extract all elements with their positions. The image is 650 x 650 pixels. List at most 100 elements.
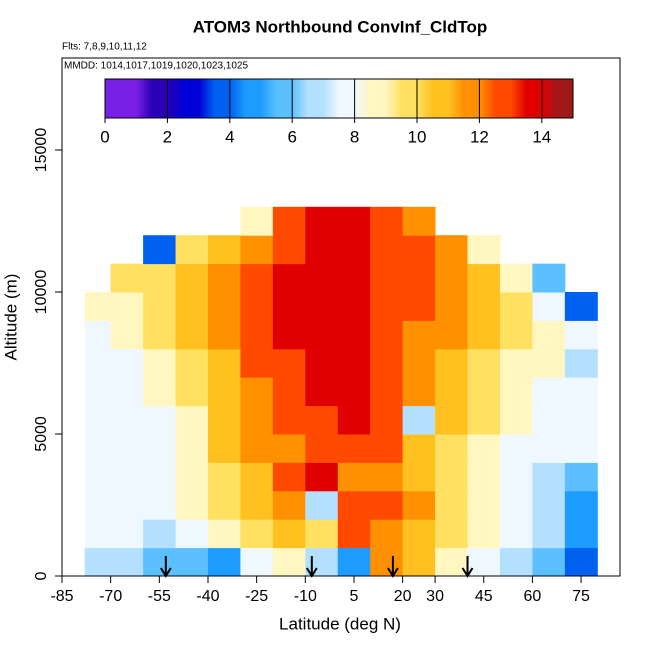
cell [143, 235, 177, 265]
cell [467, 235, 501, 265]
cell [499, 462, 533, 492]
colorbar-cell [354, 79, 387, 118]
cell [435, 235, 469, 265]
cell [143, 490, 177, 520]
cell [84, 462, 112, 492]
cell [175, 434, 209, 463]
colorbar-segment [417, 79, 449, 118]
cell [564, 292, 598, 321]
colorbar-segment [479, 79, 512, 118]
colorbar-cell [229, 79, 262, 118]
cell [370, 377, 404, 407]
cell [337, 377, 371, 407]
cell [84, 292, 112, 321]
cell [240, 547, 274, 577]
cell [207, 547, 241, 577]
cell [337, 434, 371, 463]
cell [402, 320, 436, 350]
cell [305, 348, 339, 378]
cell [467, 462, 501, 492]
cell [272, 434, 306, 463]
cell [110, 547, 144, 577]
x-tick-label: 5 [350, 588, 359, 605]
cell [207, 263, 241, 293]
x-tick-label: -25 [245, 588, 268, 605]
cell [370, 348, 404, 378]
cell [532, 490, 566, 520]
cell [564, 462, 598, 492]
cell [402, 377, 436, 407]
x-tick-label: -10 [294, 588, 317, 605]
cell [305, 462, 339, 492]
chart-title: ATOM3 Northbound ConvInf_CldTop [193, 17, 488, 36]
cell [110, 320, 144, 350]
x-tick-label: 60 [524, 588, 542, 605]
cell [532, 320, 566, 350]
colorbar-tick-label: 8 [350, 127, 359, 146]
cell [272, 292, 306, 321]
cell [240, 519, 274, 549]
y-tick-label: 10000 [33, 270, 50, 315]
cell [305, 292, 339, 321]
cell [175, 320, 209, 350]
cell [402, 292, 436, 321]
cell [467, 263, 501, 293]
cell [532, 519, 566, 549]
cell [207, 348, 241, 378]
cell [499, 547, 533, 577]
cell [564, 434, 598, 463]
colorbar-segment [292, 79, 324, 118]
cell [467, 377, 501, 407]
annotation: MMDD: 1014,1017,1019,1020,1023,1025 [64, 61, 248, 72]
cell [499, 292, 533, 321]
cell [564, 320, 598, 350]
cell [370, 462, 404, 492]
cell [499, 320, 533, 350]
cell [337, 547, 371, 577]
cell [272, 235, 306, 265]
cell [532, 462, 566, 492]
x-axis-label: Latitude (deg N) [279, 614, 401, 633]
cell [207, 462, 241, 492]
cell [110, 377, 144, 407]
colorbar-cell [479, 79, 512, 118]
cell [402, 519, 436, 549]
cell [305, 206, 339, 236]
cell [143, 320, 177, 350]
cell [337, 519, 371, 549]
cell [337, 320, 371, 350]
y-tick-label: 0 [33, 571, 50, 580]
cell [110, 263, 144, 293]
x-tick-label: -55 [148, 588, 171, 605]
cell [499, 434, 533, 463]
cell [175, 405, 209, 435]
cell [272, 320, 306, 350]
cell [337, 235, 371, 265]
cell [272, 462, 306, 492]
cell [370, 490, 404, 520]
cell [305, 405, 339, 435]
cell [175, 263, 209, 293]
y-axis-label: Altitude (m) [1, 274, 20, 361]
cell [402, 547, 436, 577]
cell [370, 405, 404, 435]
cell [499, 405, 533, 435]
cell [110, 434, 144, 463]
x-tick-label: -85 [50, 588, 73, 605]
cell [499, 519, 533, 549]
cell [337, 462, 371, 492]
cell [564, 348, 598, 378]
cell [564, 377, 598, 407]
colorbar-cell [448, 79, 480, 118]
cell [467, 405, 501, 435]
cell [532, 263, 566, 293]
colorbar-cell [323, 79, 356, 118]
x-tick-label: -40 [196, 588, 219, 605]
cell [143, 263, 177, 293]
cell [435, 519, 469, 549]
cell [337, 490, 371, 520]
cell [564, 519, 598, 549]
cell [532, 405, 566, 435]
cell [402, 263, 436, 293]
